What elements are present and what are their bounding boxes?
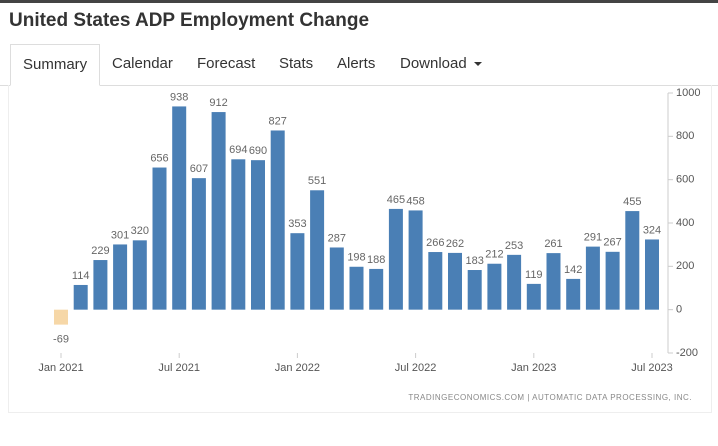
page-title: United States ADP Employment Change [9,10,370,31]
bar [172,106,187,310]
bar [349,266,364,310]
bar [507,254,522,310]
tab-label: Stats [279,55,314,72]
y-tick-label: 0 [676,304,682,316]
bar [369,268,384,310]
bar [388,208,403,310]
data-label: 458 [406,195,424,207]
chart-box [8,85,712,413]
data-label: 827 [269,115,287,127]
data-label: 287 [328,232,346,244]
bar [625,211,640,310]
bar [270,130,285,310]
tab-label: Calendar [112,55,173,72]
bar [428,252,443,310]
data-label: 291 [584,232,602,244]
tab-label: Forecast [197,55,256,72]
data-label: 212 [485,249,503,261]
data-label: 301 [111,229,129,241]
data-label: 690 [249,145,267,157]
bar [448,252,462,310]
data-label: 183 [466,255,484,267]
data-label: 938 [170,91,188,103]
data-label: -69 [53,334,69,346]
data-label: 261 [544,238,562,250]
bar [290,233,305,310]
y-tick-label: 800 [676,130,694,142]
data-label: 320 [131,225,149,237]
bar [152,167,167,310]
data-label: 267 [603,237,621,249]
tab[interactable]: Download [400,44,482,84]
bar [54,309,68,325]
bar [93,260,108,310]
data-label: 455 [623,196,641,208]
tab[interactable]: Alerts [337,44,375,84]
y-tick-label: 400 [676,217,694,229]
bar [526,283,541,310]
bar [566,278,581,310]
data-label: 353 [288,218,306,230]
data-label: 324 [643,224,661,236]
data-label: 607 [190,163,208,175]
bar [231,159,246,310]
data-label: 694 [229,144,247,156]
data-label: 253 [505,240,523,252]
bar [329,247,344,310]
x-tick-label: Jan 2022 [275,362,320,374]
tab[interactable]: Summary [10,44,101,86]
bar [487,263,502,310]
data-label: 551 [308,175,326,187]
y-tick-label: 600 [676,174,694,186]
data-label: 465 [387,194,405,206]
x-tick-label: Jan 2021 [38,362,83,374]
tab-label: Download [400,55,467,72]
x-tick-label: Jan 2023 [511,362,556,374]
data-label: 229 [91,245,109,257]
y-tick-label: 1000 [676,87,700,99]
bar [546,253,561,310]
bar [113,244,128,310]
bar [585,246,600,310]
data-label: 656 [150,152,168,164]
bar [191,178,206,310]
top-bar [0,0,718,3]
dropdown-caret [473,62,482,67]
x-tick-label: Jul 2023 [631,362,673,374]
bar [645,239,659,310]
data-label: 912 [209,97,227,109]
source-note: TRADINGECONOMICS.COM | AUTOMATIC DATA PR… [408,393,692,402]
bar [211,112,226,310]
y-tick-label: -200 [676,347,698,359]
data-label: 119 [525,269,543,281]
data-label: 266 [426,237,444,249]
bar [310,190,325,310]
data-label: 188 [367,254,385,266]
tab-label: Alerts [337,55,376,72]
y-tick-label: 200 [676,260,694,272]
tab[interactable]: Forecast [197,44,255,84]
data-label: 114 [72,270,90,282]
x-tick-label: Jul 2021 [158,362,200,374]
data-label: 142 [564,264,582,276]
tab-bar: Summary Calendar Forecast Stats Alerts Downlo… [0,44,718,86]
bar [467,270,482,310]
tab[interactable]: Stats [279,44,313,84]
bar [132,240,147,310]
data-label: 198 [347,252,365,264]
tab-label: Summary [23,56,88,73]
data-label: 262 [446,238,464,250]
bar [605,251,620,310]
x-tick-label: Jul 2022 [395,362,437,374]
bar [251,160,265,310]
bar [73,284,88,310]
tab[interactable]: Calendar [112,44,173,84]
bar [408,210,423,310]
